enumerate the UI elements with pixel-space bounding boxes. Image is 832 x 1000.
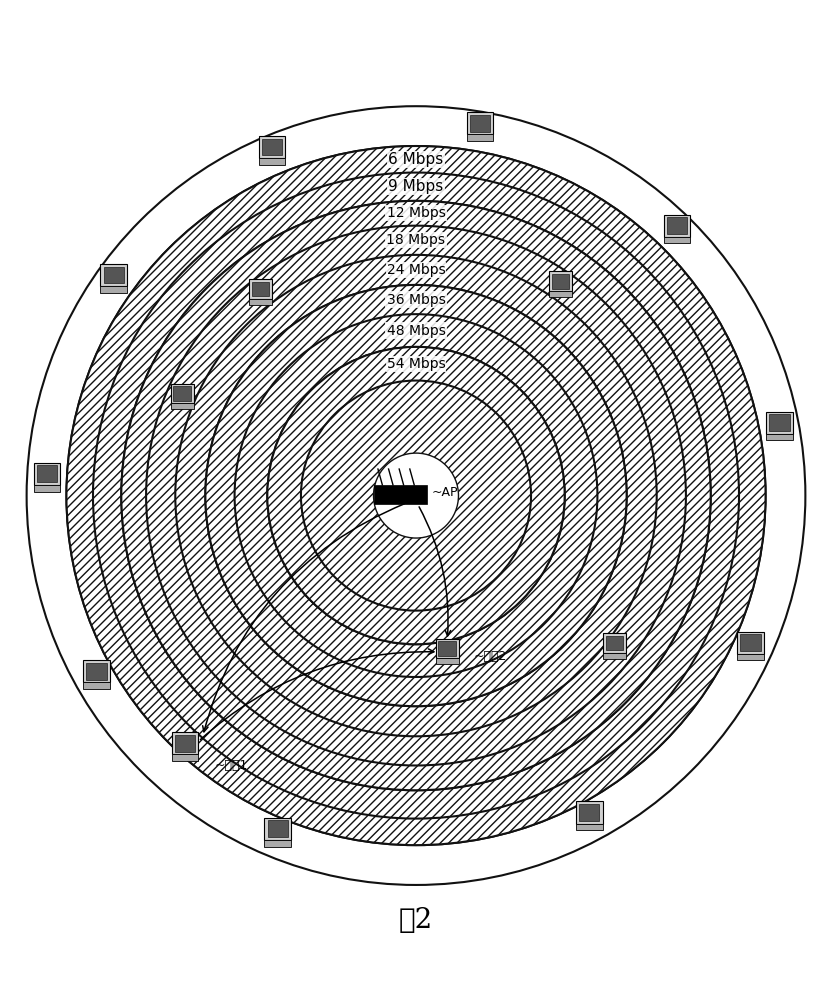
Polygon shape [104,267,124,283]
Circle shape [267,347,565,644]
Polygon shape [606,636,623,650]
Text: 24 Mbps: 24 Mbps [387,263,445,277]
Polygon shape [175,735,196,752]
Polygon shape [549,291,572,297]
Polygon shape [470,115,490,132]
Polygon shape [265,840,291,847]
Circle shape [267,347,565,644]
Text: 6 Mbps: 6 Mbps [389,152,443,167]
Polygon shape [603,633,626,653]
Polygon shape [83,660,110,682]
Polygon shape [101,286,127,293]
Text: ~节点2: ~节点2 [473,650,508,663]
Polygon shape [576,824,602,830]
Circle shape [206,285,626,706]
Polygon shape [259,136,285,158]
Circle shape [67,146,765,845]
Polygon shape [664,215,691,237]
Polygon shape [171,732,198,754]
Text: ~AP: ~AP [432,486,458,499]
Polygon shape [579,804,599,821]
Polygon shape [436,658,458,664]
Polygon shape [603,653,626,659]
Polygon shape [259,158,285,165]
Circle shape [121,201,711,790]
Polygon shape [34,485,61,492]
Polygon shape [737,632,764,654]
Polygon shape [252,282,270,296]
Polygon shape [171,384,194,403]
Text: 36 Mbps: 36 Mbps [387,293,445,307]
Circle shape [146,226,686,765]
Polygon shape [87,663,106,680]
Polygon shape [467,112,493,134]
Circle shape [121,201,711,790]
Polygon shape [552,274,569,289]
Polygon shape [171,754,198,761]
Polygon shape [83,682,110,689]
Text: 48 Mbps: 48 Mbps [387,324,445,338]
Polygon shape [737,654,764,660]
Polygon shape [467,134,493,141]
Polygon shape [436,639,458,658]
Polygon shape [770,414,790,431]
Polygon shape [34,463,61,485]
Polygon shape [664,237,691,243]
Polygon shape [171,403,194,409]
Polygon shape [667,217,687,234]
Text: 12 Mbps: 12 Mbps [387,206,445,220]
Polygon shape [766,412,793,434]
Polygon shape [374,485,427,504]
Polygon shape [740,634,760,651]
Polygon shape [250,279,272,299]
Polygon shape [438,641,456,656]
Text: ~节点1: ~节点1 [215,759,248,772]
Polygon shape [250,299,272,305]
Text: 54 Mbps: 54 Mbps [387,357,445,371]
Polygon shape [766,434,793,440]
Polygon shape [101,264,127,286]
Polygon shape [37,465,57,482]
Circle shape [374,453,458,538]
Polygon shape [576,801,602,824]
Polygon shape [265,818,291,840]
Polygon shape [268,820,288,837]
Text: 18 Mbps: 18 Mbps [387,233,445,247]
Circle shape [27,106,805,885]
Circle shape [206,285,626,706]
Circle shape [67,146,765,845]
Polygon shape [173,386,191,401]
Polygon shape [262,139,282,155]
Text: 图2: 图2 [399,907,433,934]
Polygon shape [549,271,572,291]
Text: 9 Mbps: 9 Mbps [389,179,443,194]
